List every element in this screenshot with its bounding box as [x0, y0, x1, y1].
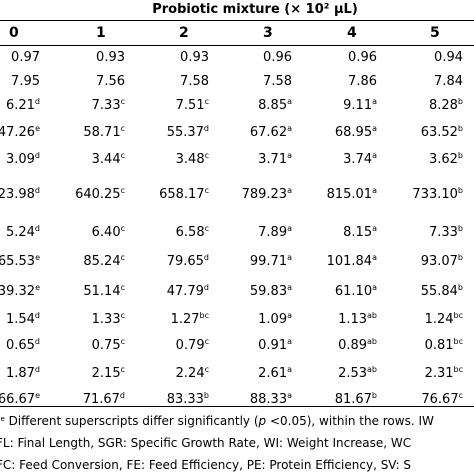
table-cell: 71.67d	[82, 391, 125, 408]
table-cell: 3.71a	[258, 151, 292, 168]
table-cell: 51.14c	[83, 283, 125, 300]
table-cell: 93.07b	[420, 253, 463, 270]
table-cell: 1.09a	[258, 311, 292, 328]
table-cell: 68.95a	[334, 124, 377, 141]
table-cell: 83.33b	[166, 391, 209, 408]
table-cell: 0.65d	[5, 337, 40, 354]
table-cell: 9.11a	[343, 97, 377, 114]
table-cell: 1.13ab	[338, 311, 377, 328]
table-cell: 3.62b	[428, 151, 463, 168]
table-cell: 0.93	[180, 50, 209, 65]
table-cell: 1.87d	[5, 365, 40, 382]
table-cell: 7.33b	[428, 224, 463, 241]
table-cell: 0.96	[263, 50, 292, 65]
table-cell: 7.89a	[258, 224, 292, 241]
table-cell: 0.93	[96, 50, 125, 65]
table-cell: 8.85a	[258, 97, 292, 114]
table-cell: 7.51c	[175, 97, 209, 114]
column-header-1: 1	[96, 25, 106, 41]
table-cell: 7.84	[434, 74, 463, 89]
table-cell: 6.40c	[91, 224, 125, 241]
table-cell: 39.32e	[0, 283, 40, 300]
table-cell: 5.24d	[5, 224, 40, 241]
footnote-abbreviations-2: FC: Feed Conversion, FE: Feed Efficiency…	[0, 458, 412, 472]
header-bottom-rule	[0, 45, 474, 46]
table-cell: 85.24c	[83, 253, 125, 270]
footnote-text: Different superscripts differ significan…	[4, 414, 259, 428]
table-cell: 7.33c	[91, 97, 125, 114]
table-cell: 0.75c	[91, 337, 125, 354]
table-cell: 65.53e	[0, 253, 40, 270]
table-cell: 658.17c	[159, 186, 209, 203]
table-cell: 47.79d	[166, 283, 209, 300]
table-cell: 6.58c	[175, 224, 209, 241]
table-cell: 0.91a	[258, 337, 292, 354]
footnote-significance: de Different superscripts differ signifi…	[0, 414, 434, 428]
table-cell: 66.67e	[0, 391, 40, 408]
column-header-4: 4	[347, 25, 357, 41]
table-cell: 67.62a	[249, 124, 292, 141]
table-cell: 8.28b	[428, 97, 463, 114]
table-cell: 0.89ab	[338, 337, 377, 354]
table-cell: 3.09d	[5, 151, 40, 168]
column-header-3: 3	[263, 25, 273, 41]
footnote-text-tail: <0.05), within the rows. IW	[266, 414, 434, 428]
table-cell: 47.26e	[0, 124, 40, 141]
table-cell: 0.97	[11, 50, 40, 65]
table-cell: 76.67c	[421, 391, 463, 408]
header-divider	[0, 20, 474, 21]
table-cell: 88.33a	[249, 391, 292, 408]
table-cell: 2.53ab	[338, 365, 377, 382]
table-cell: 733.10b	[412, 186, 463, 203]
group-header: Probiotic mixture (× 10² µL)	[152, 2, 358, 17]
table-cell: 61.10a	[334, 283, 377, 300]
table-cell: 0.96	[348, 50, 377, 65]
table-cell: 7.56	[96, 74, 125, 89]
table-cell: 7.58	[180, 74, 209, 89]
table-cell: 1.24bc	[424, 311, 463, 328]
table-cell: 99.71a	[249, 253, 292, 270]
table-cell: 2.24c	[175, 365, 209, 382]
footnote-abbreviations-1: FL: Final Length, SGR: Specific Growth R…	[0, 436, 412, 450]
table-cell: 789.23a	[241, 186, 292, 203]
table-cell: 63.52b	[420, 124, 463, 141]
column-header-0: 0	[9, 25, 19, 41]
footnote-p: p	[258, 414, 267, 428]
table-cell: 7.58	[263, 74, 292, 89]
table-cell: 6.21d	[5, 97, 40, 114]
table-cell: 81.67b	[334, 391, 377, 408]
table-cell: 59.83a	[249, 283, 292, 300]
table-cell: 55.84b	[420, 283, 463, 300]
column-header-2: 2	[179, 25, 189, 41]
table-cell: 2.61a	[258, 365, 292, 382]
table-cell: 55.37d	[166, 124, 209, 141]
table-cell: 0.81bc	[424, 337, 463, 354]
table-cell: 0.94	[434, 50, 463, 65]
table-cell: 7.86	[348, 74, 377, 89]
table-cell: 640.25c	[75, 186, 125, 203]
table-cell: 1.27bc	[170, 311, 209, 328]
footnote-superscript: de	[0, 415, 5, 423]
table-cell: 815.01a	[326, 186, 377, 203]
table-cell: 101.84a	[326, 253, 377, 270]
column-header-5: 5	[430, 25, 440, 41]
table-cell: 1.54d	[5, 311, 40, 328]
table-cell: 58.71c	[83, 124, 125, 141]
table-bottom-rule	[0, 406, 474, 407]
table-cell: 1.33c	[91, 311, 125, 328]
table-cell: 7.95	[11, 74, 40, 89]
table-cell: 8.15a	[343, 224, 377, 241]
table-cell: 3.44c	[91, 151, 125, 168]
table-cell: 2.31bc	[424, 365, 463, 382]
table-cell: 523.98d	[0, 186, 40, 203]
table-cell: 3.74a	[343, 151, 377, 168]
table-cell: 0.79c	[175, 337, 209, 354]
table-cell: 3.48c	[175, 151, 209, 168]
table-cell: 2.15c	[91, 365, 125, 382]
table-cell: 79.65d	[166, 253, 209, 270]
